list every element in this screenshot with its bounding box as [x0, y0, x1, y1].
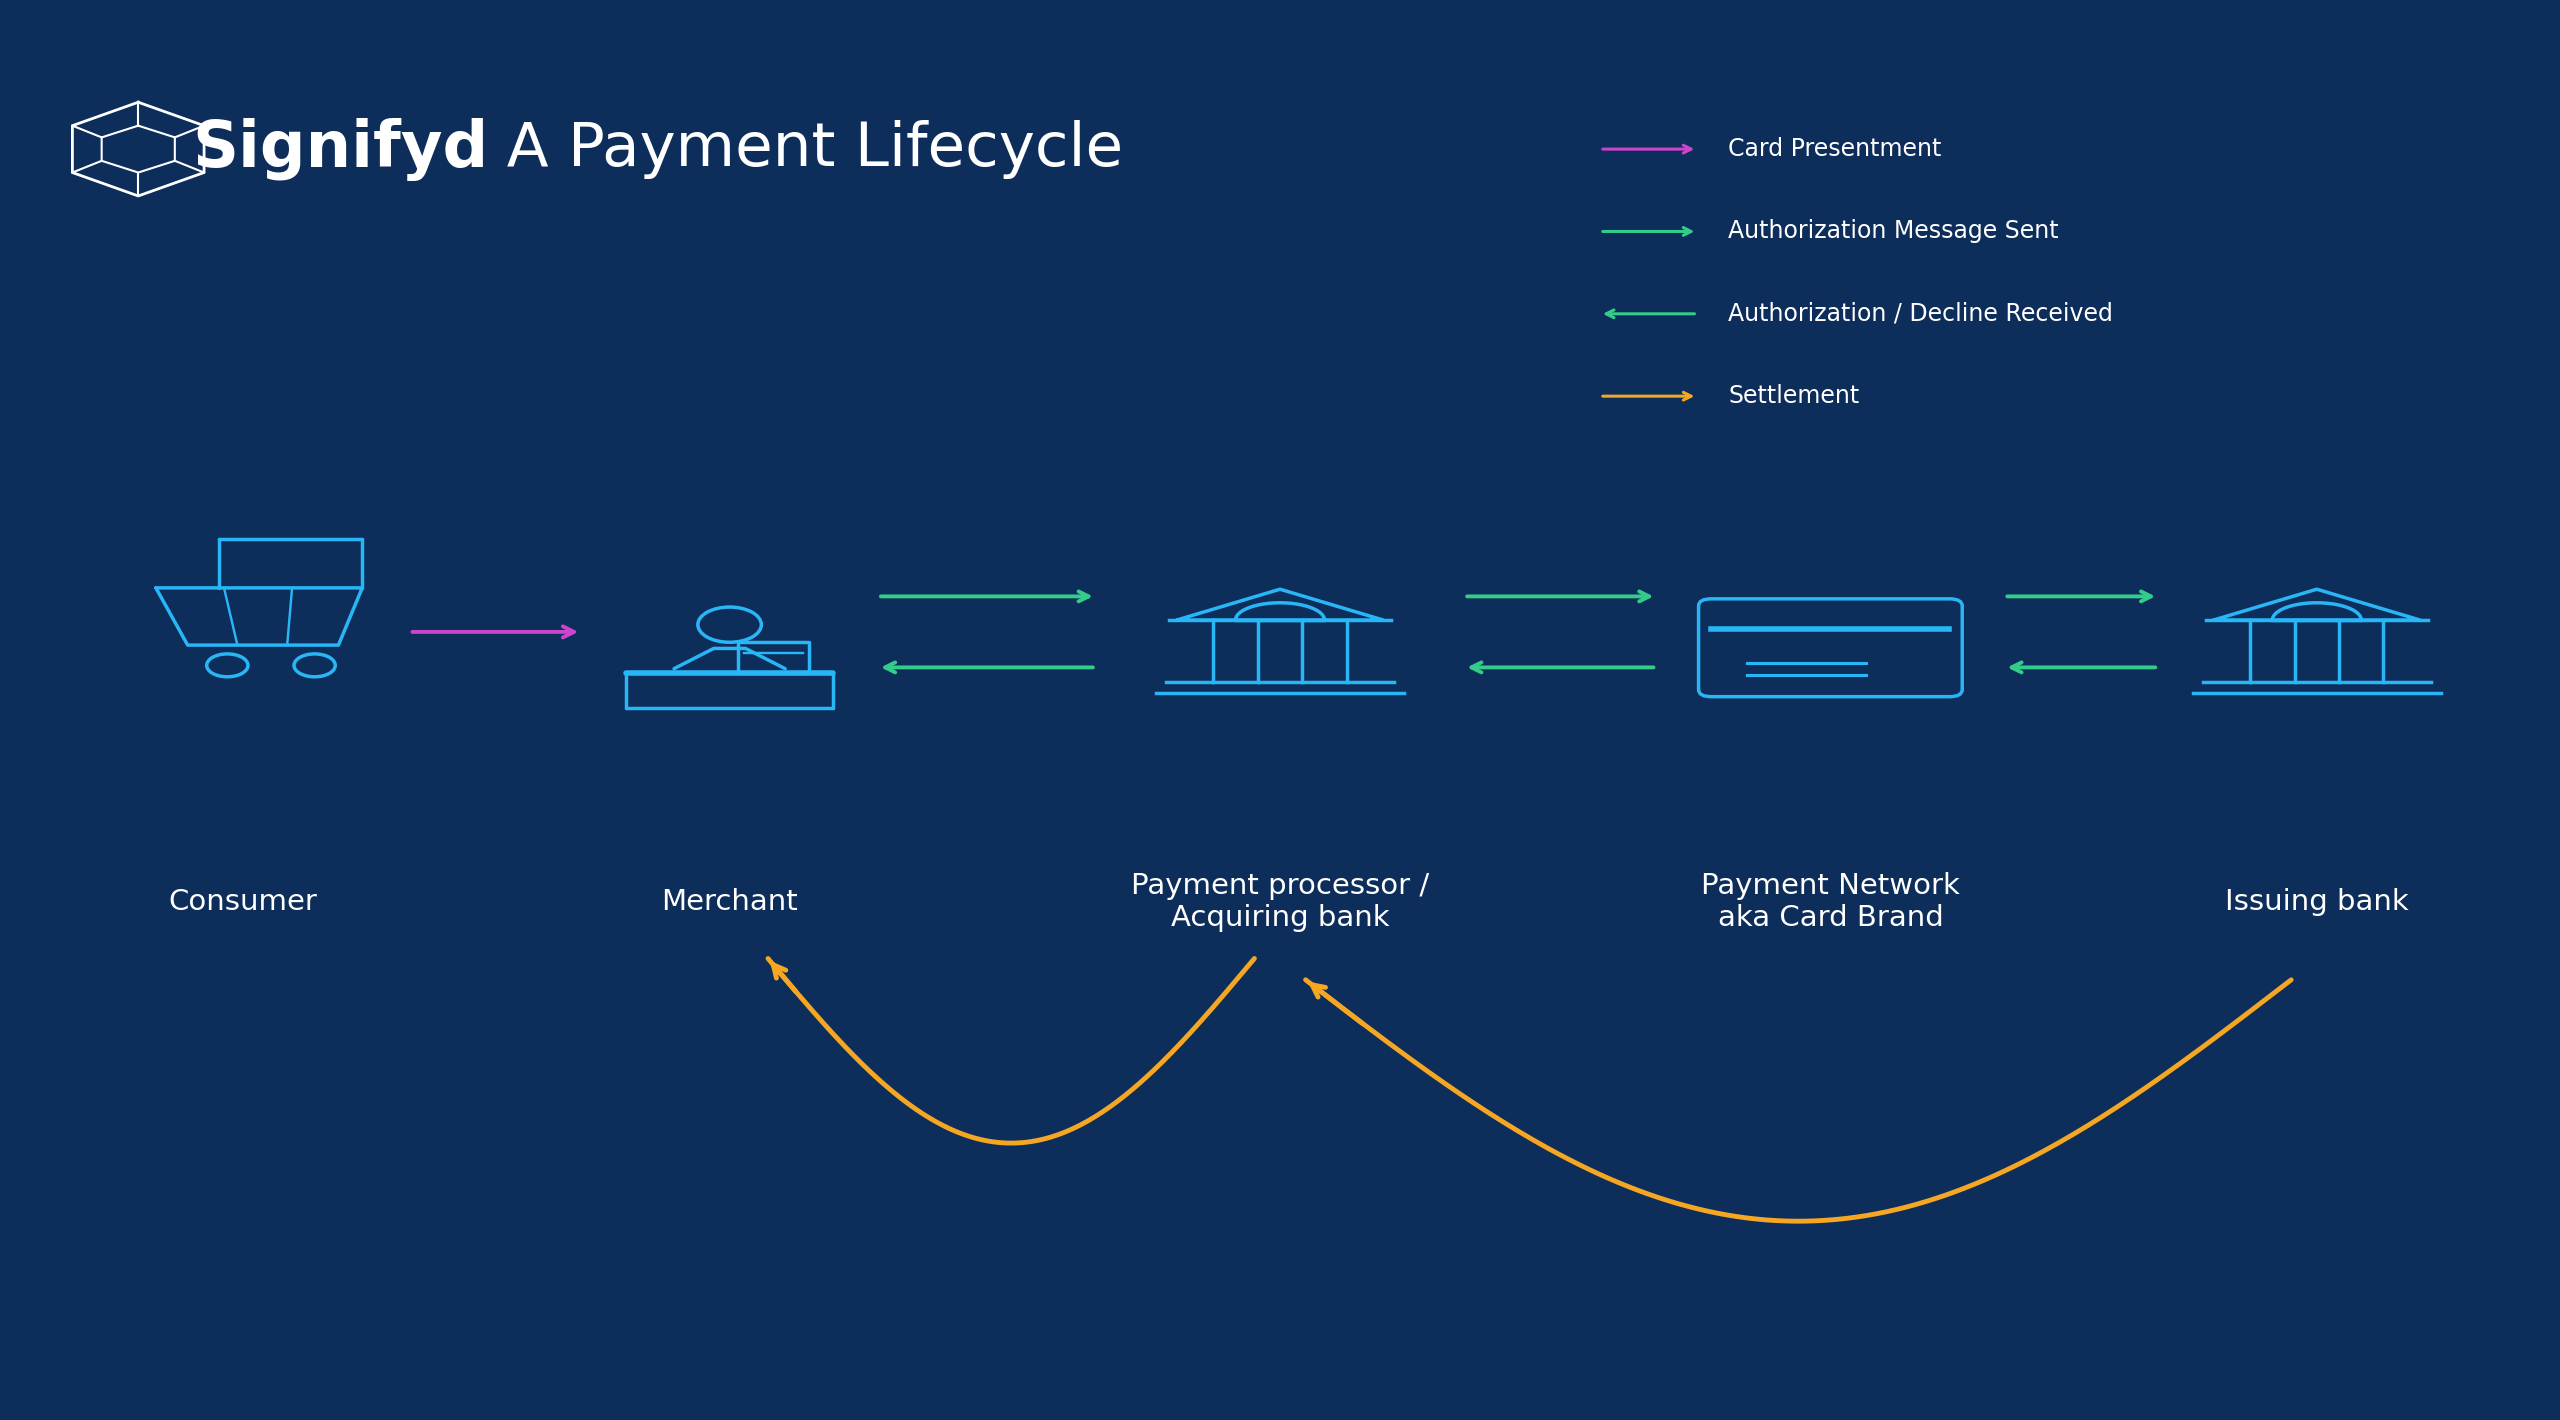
Text: Merchant: Merchant: [660, 888, 799, 916]
Text: Settlement: Settlement: [1728, 385, 1859, 408]
Text: Payment processor /
Acquiring bank: Payment processor / Acquiring bank: [1132, 872, 1428, 932]
Text: Payment Network
aka Card Brand: Payment Network aka Card Brand: [1700, 872, 1961, 932]
Text: Consumer: Consumer: [169, 888, 317, 916]
Text: Card Presentment: Card Presentment: [1728, 138, 1940, 160]
Text: A Payment Lifecycle: A Payment Lifecycle: [468, 119, 1124, 179]
Text: Authorization Message Sent: Authorization Message Sent: [1728, 220, 2058, 243]
Text: Issuing bank: Issuing bank: [2225, 888, 2409, 916]
Text: Authorization / Decline Received: Authorization / Decline Received: [1728, 302, 2112, 325]
Text: Signifyd: Signifyd: [192, 118, 489, 180]
